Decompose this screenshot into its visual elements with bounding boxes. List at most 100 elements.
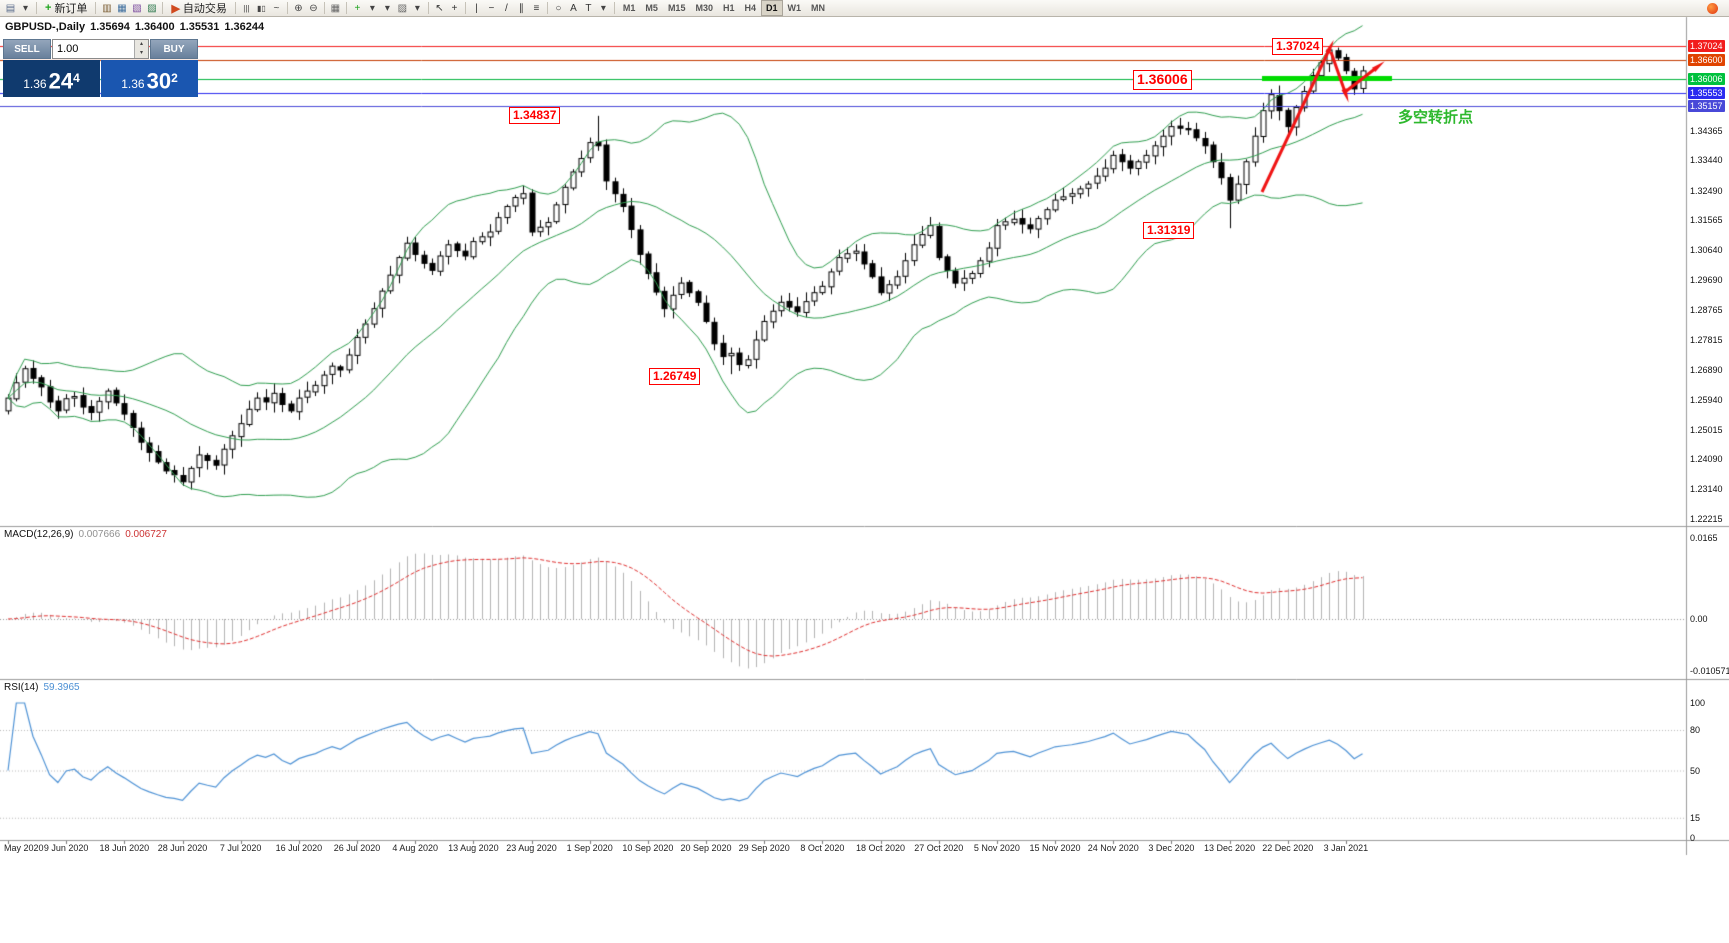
- date-axis-label: 26 Jul 2020: [333, 843, 381, 853]
- buy-price-big: 1.36: [121, 77, 145, 92]
- timeframe-h4-button[interactable]: H4: [744, 3, 756, 13]
- indicators-icon[interactable]: +: [354, 2, 361, 14]
- vertical-line-icon[interactable]: |: [475, 2, 478, 14]
- date-axis-label: 1 Sep 2020: [566, 843, 613, 853]
- volume-down-button[interactable]: ▾: [135, 49, 148, 58]
- sell-button[interactable]: SELL: [3, 39, 51, 59]
- date-axis-label: 16 Jul 2020: [275, 843, 323, 853]
- sell-price-button[interactable]: 1.36244: [3, 60, 100, 97]
- periods-dropdown-icon[interactable]: ▾: [384, 2, 390, 14]
- volume-up-button[interactable]: ▴: [135, 40, 148, 49]
- timeframe-m15-button[interactable]: M15: [667, 3, 686, 13]
- price-annotation-box[interactable]: 1.37024: [1272, 38, 1324, 55]
- macd-scale-label: -0.010571: [1690, 665, 1729, 676]
- date-axis-label: 28 Jun 2020: [157, 843, 208, 853]
- zoom-in-icon[interactable]: ⊕: [294, 2, 303, 14]
- channel-icon[interactable]: ∥: [518, 2, 524, 14]
- rsi-scale-label: 80: [1690, 725, 1701, 735]
- timeframe-d1-button[interactable]: D1: [761, 0, 783, 16]
- timeframe-m5-button[interactable]: M5: [645, 3, 658, 13]
- date-axis-label: 8 Oct 2020: [800, 843, 845, 853]
- price-scale-label: 1.22215: [1690, 514, 1723, 524]
- date-axis-label: 10 Sep 2020: [622, 843, 674, 853]
- bar-chart-icon[interactable]: |||: [243, 3, 250, 13]
- date-axis-label: 3 Dec 2020: [1148, 843, 1195, 853]
- price-annotation-box[interactable]: 1.34837: [509, 107, 561, 124]
- date-axis-label: 23 Aug 2020: [506, 843, 557, 853]
- new-order-button[interactable]: + 新订单: [40, 1, 92, 16]
- crosshair-icon[interactable]: +: [451, 2, 458, 14]
- templates-dropdown-icon[interactable]: ▾: [414, 2, 420, 14]
- buy-button[interactable]: BUY: [150, 39, 198, 59]
- tile-windows-icon[interactable]: ▦: [330, 2, 341, 14]
- symbol-period-label: GBPUSD-,Daily: [5, 21, 86, 33]
- candlestick-chart-icon[interactable]: ▮▯: [257, 3, 266, 13]
- date-axis-label: 20 Sep 2020: [680, 843, 732, 853]
- price-scale-label: 1.29690: [1690, 275, 1723, 286]
- price-scale-tag: 1.36600: [1688, 53, 1725, 66]
- zoom-out-icon[interactable]: ⊖: [309, 2, 318, 14]
- ellipse-icon[interactable]: ○: [555, 2, 562, 14]
- date-axis-label: 18 Oct 2020: [856, 843, 906, 853]
- chart-ohlc-header: GBPUSD-,Daily 1.35694 1.36400 1.35531 1.3624…: [5, 21, 269, 33]
- line-chart-icon[interactable]: ~: [273, 2, 280, 14]
- timeframe-m30-button[interactable]: M30: [695, 3, 713, 13]
- toolbar-separator: [323, 2, 325, 14]
- date-axis-label: 7 Jul 2020: [219, 843, 262, 853]
- trendline-icon[interactable]: /: [505, 2, 508, 14]
- open-value: 1.35694: [90, 21, 130, 33]
- horizontal-line-icon[interactable]: −: [488, 2, 495, 14]
- cursor-icon[interactable]: ↖: [435, 2, 444, 14]
- price-scale-label: 1.34365: [1690, 125, 1723, 136]
- text-label-icon[interactable]: T: [585, 2, 592, 14]
- arrows-dropdown-icon[interactable]: ▾: [600, 2, 606, 14]
- timeframe-w1-button[interactable]: W1: [787, 3, 802, 13]
- date-axis-label: 13 Dec 2020: [1204, 843, 1256, 853]
- price-annotation-box[interactable]: 1.31319: [1143, 222, 1195, 239]
- notification-icon[interactable]: [1707, 2, 1718, 14]
- timeframe-h1-button[interactable]: H1: [722, 3, 735, 13]
- date-axis-label: 13 Aug 2020: [448, 843, 499, 853]
- auto-trading-button[interactable]: ▶ 自动交易: [166, 1, 231, 16]
- turning-point-note[interactable]: 多空转折点: [1398, 109, 1474, 126]
- templates-icon[interactable]: ▨: [397, 2, 408, 14]
- price-scale-tag: 1.35553: [1688, 86, 1725, 99]
- timeframe-m1-button[interactable]: M1: [622, 3, 636, 13]
- fibonacci-icon[interactable]: ≡: [533, 2, 540, 14]
- buy-price-sup: 2: [171, 71, 178, 85]
- timeframe-mn-button[interactable]: MN: [811, 3, 826, 13]
- toolbar-separator: [464, 2, 466, 14]
- toolbar-separator: [36, 2, 37, 14]
- toolbar: ▤ ▾ + 新订单 ▥ ▦ ▧ ▨ ▶ 自动交易 ||| ▮▯ ~ ⊕ ⊖ ▦ + ▾ ▾ ▨ ▾ ↖ + | − / ∥ ≡ ○ A T ▾…: [0, 0, 1729, 17]
- macd-header: MACD(12,26,9) 0.007666 0.006727: [4, 529, 167, 540]
- market-watch-icon[interactable]: ▥: [102, 2, 112, 14]
- macd-scale-label: 0.0165: [1690, 533, 1718, 543]
- sell-price-big: 1.36: [23, 77, 47, 92]
- navigator-icon[interactable]: ▧: [132, 2, 142, 14]
- price-scale-label: 1.24090: [1690, 454, 1723, 465]
- toolbar-separator: [286, 2, 288, 14]
- toolbar-separator: [162, 2, 164, 14]
- high-value: 1.36400: [134, 21, 175, 33]
- new-order-button-label: 新订单: [54, 3, 88, 15]
- rsi-scale-label: 50: [1690, 765, 1701, 776]
- sell-price-mid: 24: [48, 68, 74, 94]
- volume-field: ▴ ▾: [52, 39, 149, 59]
- date-axis-label: 4 Aug 2020: [392, 843, 438, 853]
- date-axis-label: 22 Dec 2020: [1262, 843, 1314, 853]
- chart-window-dropdown-icon[interactable]: ▾: [22, 2, 29, 14]
- price-annotation-box[interactable]: 1.36006: [1133, 70, 1192, 90]
- indicators-dropdown-icon[interactable]: ▾: [369, 2, 375, 14]
- toolbar-separator: [613, 2, 615, 14]
- date-axis-label: 15 Nov 2020: [1029, 843, 1081, 853]
- chart-window-icon[interactable]: ▤: [5, 2, 16, 14]
- data-window-icon[interactable]: ▦: [117, 2, 127, 14]
- volume-input[interactable]: [53, 40, 134, 58]
- price-annotation-box[interactable]: 1.26749: [649, 368, 701, 385]
- rsi-scale-label: 0: [1690, 833, 1696, 843]
- toolbar-separator: [345, 2, 347, 14]
- buy-price-button[interactable]: 1.36302: [101, 60, 198, 97]
- text-icon[interactable]: A: [570, 2, 577, 14]
- terminal-icon[interactable]: ▨: [147, 2, 157, 14]
